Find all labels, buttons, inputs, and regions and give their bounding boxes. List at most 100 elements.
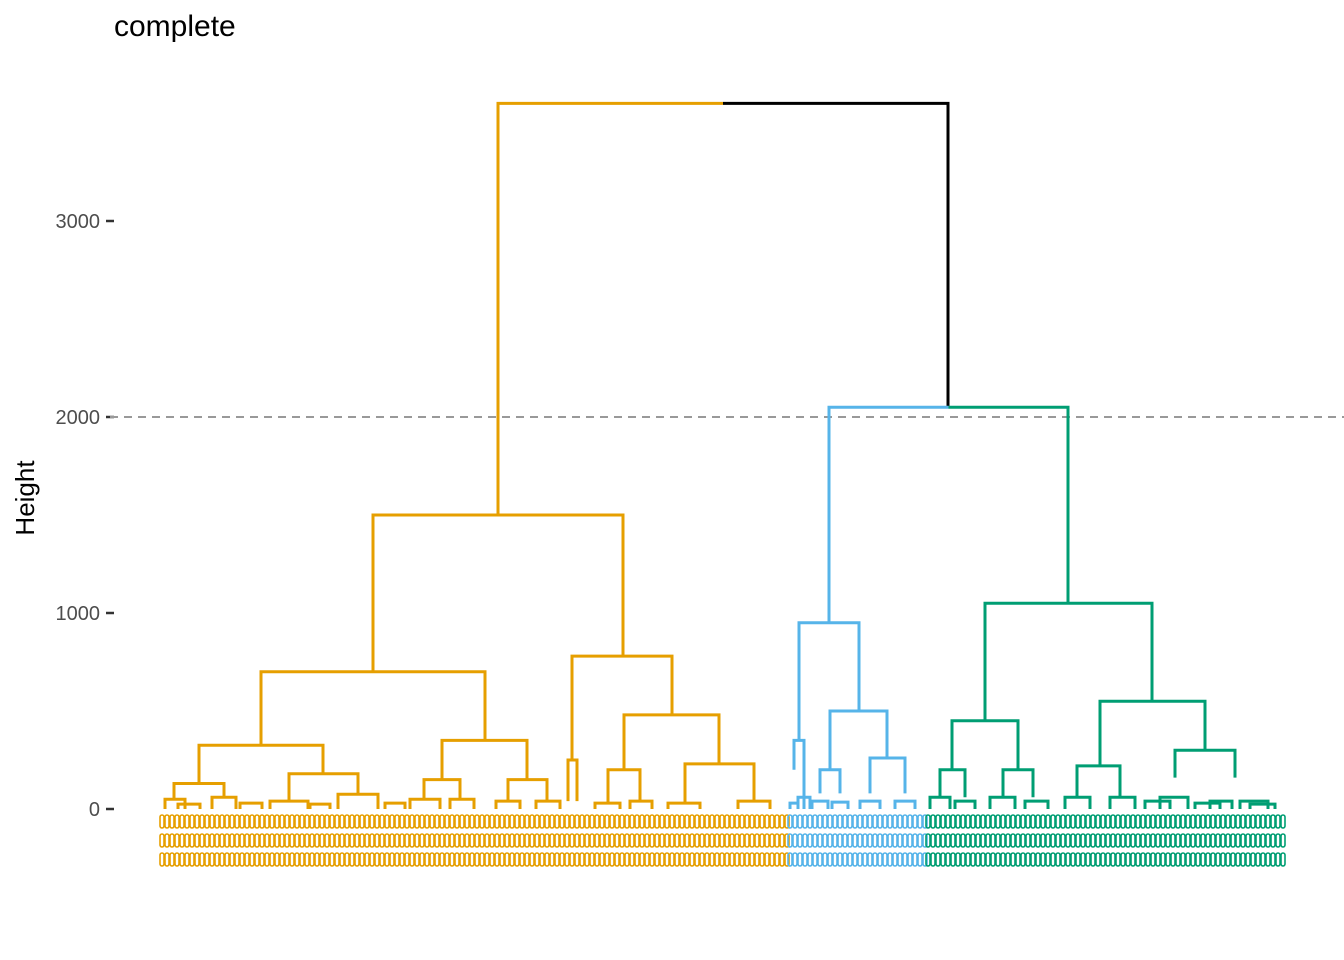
leaf-label: [1080, 814, 1086, 829]
leaf-label: [1205, 852, 1211, 867]
leaf-label: [960, 852, 966, 867]
leaf-label: [669, 814, 675, 829]
leaf-label: [1150, 814, 1156, 829]
leaf-label: [749, 814, 755, 829]
leaf-label: [389, 814, 395, 829]
leaf-label: [184, 852, 190, 867]
leaf-label: [679, 852, 685, 867]
leaf-label: [759, 814, 765, 829]
leaf-label: [1070, 833, 1076, 848]
leaf-label: [985, 814, 991, 829]
leaf-label: [709, 852, 715, 867]
leaf-label: [494, 852, 500, 867]
leaf-label: [807, 852, 813, 867]
leaf-label: [827, 833, 833, 848]
leaf-label: [950, 833, 956, 848]
leaf-label: [184, 814, 190, 829]
leaf-label: [867, 852, 873, 867]
leaf-label: [534, 852, 540, 867]
leaf-label: [1175, 814, 1181, 829]
leaf-label: [409, 814, 415, 829]
leaf-label: [1085, 814, 1091, 829]
leaf-label: [374, 852, 380, 867]
leaf-label: [1100, 833, 1106, 848]
leaf-label: [842, 852, 848, 867]
leaf-label: [739, 814, 745, 829]
leaf-label: [965, 852, 971, 867]
leaf-label: [524, 814, 530, 829]
leaf-label: [169, 852, 175, 867]
dendrogram-link: [683, 762, 756, 804]
leaf-label: [975, 852, 981, 867]
leaf-label: [359, 852, 365, 867]
leaf-label: [719, 833, 725, 848]
leaf-label: [877, 852, 883, 867]
leaf-label: [877, 833, 883, 848]
leaf-label: [524, 852, 530, 867]
leaf-label: [1120, 814, 1126, 829]
leaf-label: [314, 833, 320, 848]
leaf-label: [544, 814, 550, 829]
leaf-label: [469, 814, 475, 829]
leaf-label: [1060, 852, 1066, 867]
leaf-label: [1270, 852, 1276, 867]
leaf-label: [624, 814, 630, 829]
leaf-label: [812, 852, 818, 867]
leaf-label: [970, 852, 976, 867]
leaf-label: [882, 814, 888, 829]
leaf-label: [324, 852, 330, 867]
leaf-label: [199, 852, 205, 867]
leaf-label: [699, 833, 705, 848]
leaf-label: [842, 833, 848, 848]
leaf-label: [584, 852, 590, 867]
leaf-label: [349, 833, 355, 848]
leaf-label: [930, 814, 936, 829]
leaf-label: [569, 814, 575, 829]
leaf-label: [1125, 852, 1131, 867]
leaf-label: [882, 852, 888, 867]
dendrogram-link: [197, 743, 325, 784]
leaf-label: [599, 852, 605, 867]
leaf-label: [1000, 814, 1006, 829]
leaf-label: [184, 833, 190, 848]
leaf-label: [930, 833, 936, 848]
leaf-label: [284, 814, 290, 829]
leaf-label: [689, 833, 695, 848]
dendrogram-link: [1063, 795, 1092, 809]
leaf-label: [1165, 833, 1171, 848]
leaf-label: [629, 814, 635, 829]
leaf-label: [384, 852, 390, 867]
leaf-label: [429, 814, 435, 829]
leaf-label: [887, 852, 893, 867]
y-tick-label: 1000: [56, 603, 101, 625]
leaf-label: [709, 814, 715, 829]
chart-title: complete: [114, 10, 236, 43]
leaf-label: [812, 833, 818, 848]
leaf-label: [659, 833, 665, 848]
leaf-label: [469, 833, 475, 848]
leaf-label: [975, 833, 981, 848]
leaf-label: [852, 833, 858, 848]
dendrogram-link: [448, 797, 476, 809]
leaf-label: [329, 814, 335, 829]
dendrogram-link: [336, 792, 380, 809]
leaf-label: [189, 814, 195, 829]
leaf-label: [1145, 833, 1151, 848]
leaf-label: [714, 833, 720, 848]
leaf-label: [1085, 852, 1091, 867]
leaf-label: [399, 852, 405, 867]
leaf-label: [194, 814, 200, 829]
leaf-label: [159, 852, 165, 867]
leaf-label: [419, 852, 425, 867]
leaf-label: [554, 852, 560, 867]
leaf-label: [654, 814, 660, 829]
leaf-label: [852, 814, 858, 829]
leaf-label: [1120, 833, 1126, 848]
leaf-label: [1235, 833, 1241, 848]
leaf-label: [744, 814, 750, 829]
leaf-label: [244, 814, 250, 829]
leaf-label: [704, 852, 710, 867]
leaf-label: [1075, 852, 1081, 867]
leaf-label: [559, 833, 565, 848]
leaf-label: [519, 833, 525, 848]
